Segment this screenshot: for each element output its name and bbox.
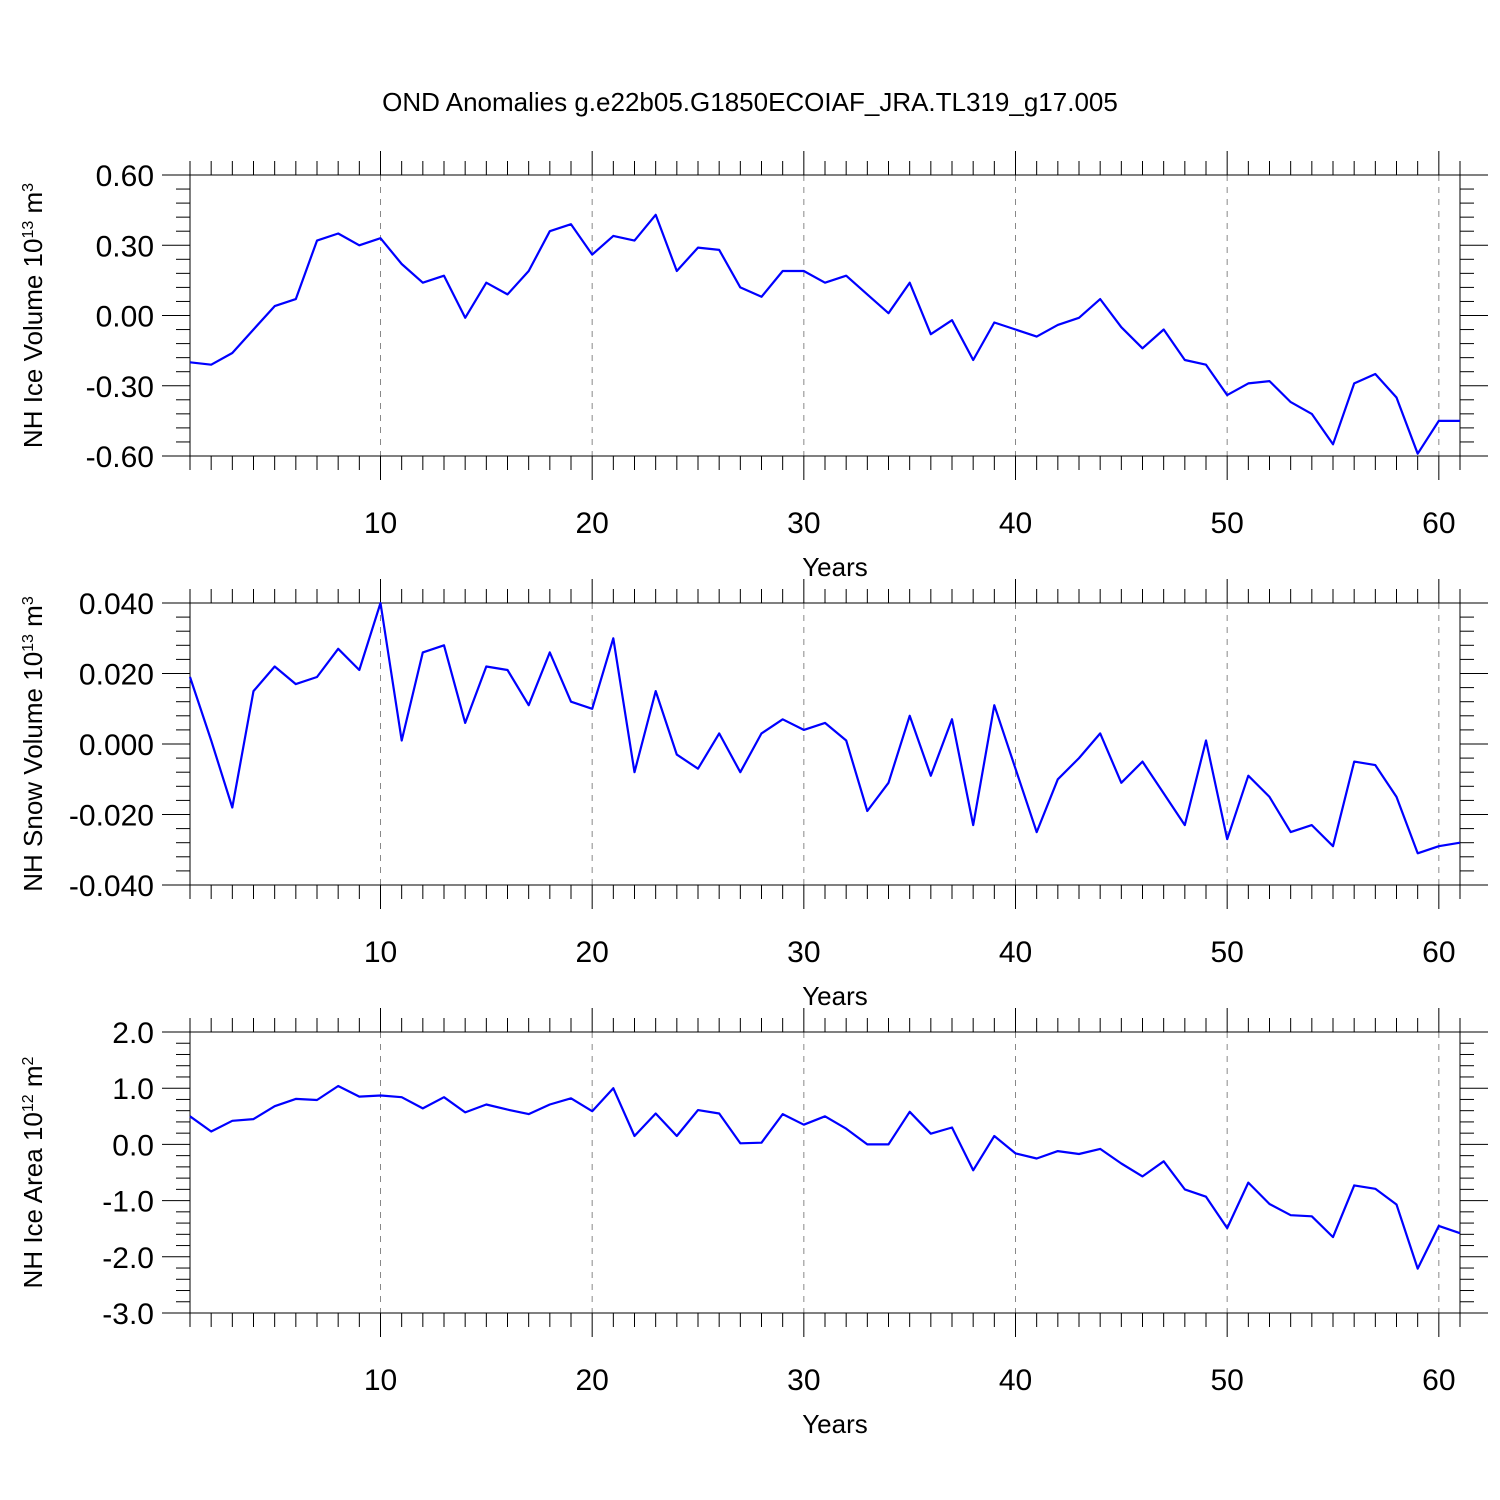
x-tick-label: 60 (1422, 936, 1455, 969)
x-tick-label: 10 (364, 936, 397, 969)
y-axis-label-superscript: 12 (20, 1094, 37, 1112)
x-tick-label: 40 (999, 936, 1032, 969)
panel-3: 10 20 30 40 50 60 -3.0 -2.0 -1.0 0.0 1.0 2.0 Years NH… (18, 1008, 1488, 1439)
y-tick-label: -0.040 (69, 870, 154, 903)
x-tick-label: 20 (575, 507, 608, 540)
y-tick-label: -0.60 (86, 441, 154, 474)
plot-frame (189, 1031, 1461, 1314)
x-tick-label: 30 (787, 1364, 820, 1397)
y-axis-label-superscript: 2 (20, 1056, 37, 1065)
x-tick-label: 10 (364, 507, 397, 540)
y-tick-label: -0.020 (69, 800, 154, 833)
y-axis-label-superscript: 13 (20, 634, 37, 652)
series-line (189, 213, 1460, 455)
x-tick-label: 40 (999, 1364, 1032, 1397)
y-tick-label: 2.0 (112, 1017, 154, 1050)
y-axis-label-superscript: 13 (20, 221, 37, 239)
x-axis-label: Years (802, 552, 868, 582)
y-tick-label: -0.30 (86, 371, 154, 404)
x-axis-label: Years (802, 981, 868, 1011)
y-axis-label-text: m (18, 1065, 48, 1094)
series-line (189, 1084, 1461, 1270)
y-tick-label: -3.0 (102, 1298, 154, 1331)
y-axis-label-superscript: 3 (20, 596, 37, 605)
y-tick-label: 0.00 (96, 301, 154, 334)
y-tick-label: 0.0 (112, 1129, 154, 1162)
x-tick-label: 10 (364, 1364, 397, 1397)
y-tick-label: 1.0 (112, 1073, 154, 1106)
x-tick-label: 60 (1422, 1364, 1455, 1397)
y-tick-label: 0.000 (79, 729, 154, 762)
plot-frame (189, 174, 1461, 457)
x-tick-label: 20 (575, 1364, 608, 1397)
y-axis-label-superscript: 3 (20, 183, 37, 192)
x-tick-label: 60 (1422, 507, 1455, 540)
y-axis-label-text: m (18, 192, 48, 221)
y-axis-label-text: NH Snow Volume 10 (18, 652, 48, 892)
y-tick-label: 0.040 (79, 588, 154, 621)
panel-1: 10 20 30 40 50 60 -0.60 -0.30 0.00 0.30 0.60 Years N… (18, 151, 1488, 582)
x-tick-label: 30 (787, 936, 820, 969)
y-tick-label: 0.020 (79, 659, 154, 692)
plot-frame (189, 602, 1461, 886)
x-tick-label: 50 (1210, 507, 1243, 540)
y-tick-label: 0.30 (96, 230, 154, 263)
y-tick-label: -2.0 (102, 1242, 154, 1275)
y-tick-label: -1.0 (102, 1186, 154, 1219)
y-axis-label: NH Ice Area 1012 m2 (18, 1056, 48, 1288)
y-axis-label: NH Snow Volume 1013 m3 (18, 596, 48, 892)
x-tick-label: 20 (575, 936, 608, 969)
x-tick-label: 50 (1210, 1364, 1243, 1397)
y-axis-label-text: NH Ice Volume 10 (18, 239, 48, 449)
x-tick-label: 30 (787, 507, 820, 540)
y-axis-label-text: NH Ice Area 10 (18, 1112, 48, 1288)
x-tick-label: 40 (999, 507, 1032, 540)
series-line (188, 601, 1461, 855)
x-axis-label: Years (802, 1409, 868, 1439)
y-axis-label: NH Ice Volume 1013 m3 (18, 183, 48, 448)
figure-title: OND Anomalies g.e22b05.G1850ECOIAF_JRA.T… (382, 87, 1118, 117)
y-tick-label: 0.60 (96, 160, 154, 193)
panel-2: 10 20 30 40 50 60 -0.040 -0.020 0.000 0.020 0.040 Y… (18, 579, 1488, 1011)
x-tick-label: 50 (1210, 936, 1243, 969)
y-axis-label-text: m (18, 605, 48, 634)
